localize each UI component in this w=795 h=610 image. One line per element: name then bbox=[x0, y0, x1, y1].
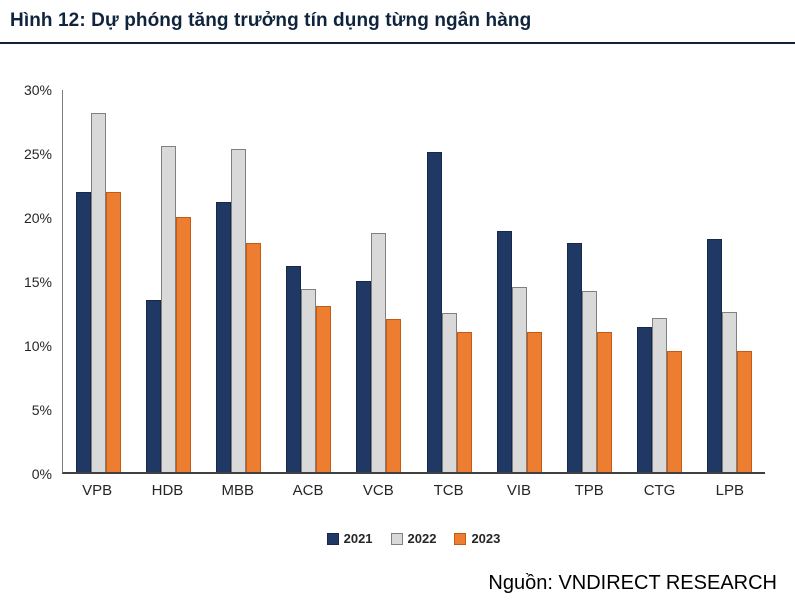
x-axis-label-acb: ACB bbox=[292, 482, 324, 499]
bar-group-hdb bbox=[133, 90, 203, 472]
x-axis-label-vpb: VPB bbox=[82, 482, 113, 499]
legend-item-2021: 2021 bbox=[326, 531, 373, 546]
y-tick-label: 25% bbox=[23, 146, 52, 162]
legend-label-2023: 2023 bbox=[471, 531, 501, 546]
bar-2021-vpb bbox=[75, 191, 91, 472]
bar-2023-lpb bbox=[737, 351, 753, 472]
bar-2022-vpb bbox=[90, 112, 106, 472]
x-axis-label-mbb: MBB bbox=[221, 482, 254, 499]
y-tick-label: 30% bbox=[23, 82, 52, 98]
x-axis-label-vcb: VCB bbox=[362, 482, 394, 499]
bar-2023-vib bbox=[526, 331, 542, 472]
bar-group-tpb bbox=[554, 90, 624, 472]
chart-header: Hình 12: Dự phóng tăng trưởng tín dụng t… bbox=[0, 8, 795, 44]
y-axis: 0% 5% 10% 15% 20% 25% 30% bbox=[14, 82, 62, 482]
bar-2021-tcb bbox=[426, 152, 442, 472]
legend-label-2022: 2022 bbox=[407, 531, 437, 546]
page-title: Hình 12: Dự phóng tăng trưởng tín dụng t… bbox=[10, 10, 532, 31]
x-axis-label-vib: VIB bbox=[506, 482, 532, 499]
source-text: Nguồn: VNDIRECT RESEARCH bbox=[488, 572, 777, 594]
bar-2023-mbb bbox=[246, 242, 261, 472]
legend: 2021 2022 2023 bbox=[62, 531, 765, 546]
bar-2022-lpb bbox=[722, 311, 738, 472]
bar-2021-vcb bbox=[356, 281, 372, 472]
x-axis-label-tpb: TPB bbox=[574, 482, 604, 499]
bar-group-lpb bbox=[695, 90, 765, 472]
bar-2022-ctg bbox=[652, 317, 668, 472]
bar-group-mbb bbox=[203, 90, 273, 472]
y-tick-label: 15% bbox=[23, 274, 52, 290]
x-axis-label-tcb: TCB bbox=[433, 482, 464, 499]
bar-2022-vcb bbox=[371, 232, 387, 472]
y-tick-label: 0% bbox=[31, 466, 52, 482]
y-tick-label: 5% bbox=[31, 402, 52, 418]
bar-group-vcb bbox=[344, 90, 414, 472]
bar-2022-tcb bbox=[441, 312, 457, 472]
legend-swatch-2023 bbox=[454, 532, 467, 545]
plot-area bbox=[62, 90, 765, 474]
bar-2022-hdb bbox=[160, 146, 176, 472]
bar-2022-mbb bbox=[231, 148, 246, 472]
bar-2021-mbb bbox=[216, 202, 231, 472]
chart: 0% 5% 10% 15% 20% 25% 30% bbox=[14, 82, 765, 482]
bar-2021-lpb bbox=[707, 238, 723, 472]
legend-item-2023: 2023 bbox=[454, 531, 500, 546]
bar-group-vib bbox=[484, 90, 554, 472]
bar-2021-ctg bbox=[637, 326, 653, 472]
bar-2023-acb bbox=[316, 306, 332, 472]
bar-group-tcb bbox=[414, 90, 484, 472]
y-tick-label: 20% bbox=[23, 210, 52, 226]
legend-label-2021: 2021 bbox=[343, 531, 373, 546]
legend-swatch-2021 bbox=[326, 532, 339, 545]
bar-group-ctg bbox=[625, 90, 695, 472]
x-axis-label-ctg: CTG bbox=[643, 482, 676, 499]
x-axis-labels: VPB HDB MBB ACB VCB TCB VIB TPB CTG LPB bbox=[62, 482, 765, 499]
bar-group-vpb bbox=[63, 90, 133, 472]
bar-2022-acb bbox=[301, 288, 317, 472]
bar-2023-hdb bbox=[175, 217, 191, 472]
bar-2023-ctg bbox=[667, 351, 683, 472]
bar-2023-tcb bbox=[456, 331, 472, 472]
bar-group-acb bbox=[274, 90, 344, 472]
bar-2021-hdb bbox=[145, 300, 161, 472]
legend-item-2022: 2022 bbox=[390, 531, 437, 546]
x-axis-label-hdb: HDB bbox=[151, 482, 184, 499]
bar-2022-tpb bbox=[582, 291, 598, 472]
bar-2023-tpb bbox=[597, 331, 613, 472]
bar-2022-vib bbox=[511, 287, 527, 472]
x-axis-label-lpb: LPB bbox=[715, 482, 744, 499]
bar-2023-vpb bbox=[105, 191, 121, 472]
legend-swatch-2022 bbox=[390, 532, 403, 545]
bar-2021-vib bbox=[496, 231, 512, 472]
bar-2021-tpb bbox=[567, 242, 583, 472]
bar-2021-acb bbox=[286, 265, 302, 472]
bar-2023-vcb bbox=[386, 319, 402, 472]
y-tick-label: 10% bbox=[23, 338, 52, 354]
